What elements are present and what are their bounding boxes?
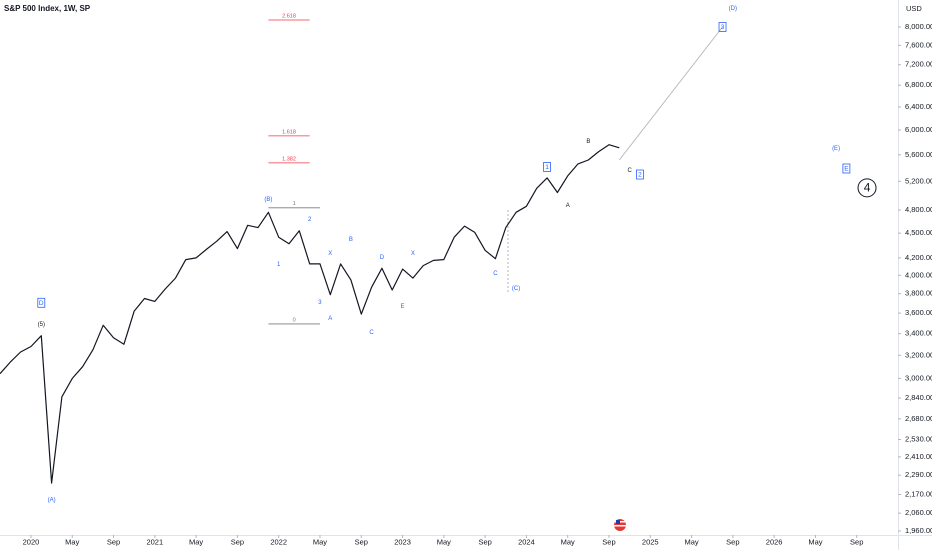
x-tick-label: Sep: [602, 537, 615, 546]
y-tick-label: 4,500.00: [905, 228, 932, 237]
y-tick-label: 4,800.00: [905, 205, 932, 214]
fib-label: 1.382: [282, 156, 296, 162]
wave-label: B: [586, 139, 590, 145]
x-tick-label: Sep: [850, 537, 863, 546]
y-tick-label: 2,680.00: [905, 414, 932, 423]
y-tick-label: 4,000.00: [905, 270, 932, 279]
y-tick-label: 3,400.00: [905, 329, 932, 338]
label-box: [543, 162, 551, 172]
wave-label: D: [380, 255, 385, 261]
wave-label: (E): [832, 146, 840, 152]
wave-label: E: [844, 166, 849, 173]
x-tick-label: Sep: [355, 537, 368, 546]
wave-label: (A): [48, 498, 56, 504]
y-tick-label: 1,960.00: [905, 526, 932, 535]
wave-label: 1: [277, 262, 281, 268]
y-tick-label: 3,200.00: [905, 350, 932, 359]
x-tick-label: 2022: [270, 537, 287, 546]
x-tick-label: May: [313, 537, 327, 546]
y-tick-label: 3,800.00: [905, 289, 932, 298]
x-tick-label: 2021: [146, 537, 163, 546]
price-line: [0, 144, 620, 484]
flag-icon: [614, 519, 626, 531]
y-tick-label: 7,200.00: [905, 60, 932, 69]
y-tick-label: 2,170.00: [905, 489, 932, 498]
wave-label: E: [401, 304, 405, 310]
chart-title: S&P 500 Index, 1W, SP: [4, 4, 91, 13]
y-tick-label: 3,600.00: [905, 308, 932, 317]
wave-label: D: [39, 300, 44, 307]
x-tick-label: Sep: [726, 537, 739, 546]
label-box: [37, 297, 46, 308]
fib-label: 1.618: [282, 129, 296, 135]
y-tick-label: 8,000.00: [905, 22, 932, 31]
x-tick-label: 2020: [23, 537, 40, 546]
wave-label: C: [493, 271, 498, 277]
wave-label: 4: [864, 180, 871, 194]
label-circle: [857, 178, 877, 198]
x-tick-label: 2025: [642, 537, 659, 546]
wave-label: C: [369, 330, 374, 336]
y-tick-label: 2,290.00: [905, 470, 932, 479]
y-tick-label: 7,600.00: [905, 40, 932, 49]
label-box: [842, 163, 851, 174]
y-tick-label: 5,600.00: [905, 150, 932, 159]
wave-label: (C): [512, 286, 520, 292]
x-tick-label: 2026: [766, 537, 783, 546]
fib-label: 0: [293, 317, 296, 323]
x-tick-label: Sep: [478, 537, 491, 546]
label-box: [636, 169, 644, 180]
fib-label: 1: [293, 201, 296, 207]
wave-label: 2: [638, 172, 642, 179]
wave-label: A: [328, 316, 332, 322]
y-tick-label: 6,400.00: [905, 102, 932, 111]
y-tick-label: 2,060.00: [905, 508, 932, 517]
x-tick-label: May: [561, 537, 575, 546]
wave-label: (5): [38, 322, 45, 328]
y-tick-label: 5,200.00: [905, 176, 932, 185]
y-tick-label: 4,200.00: [905, 253, 932, 262]
wave-label: A: [566, 203, 570, 209]
y-tick-label: 2,530.00: [905, 434, 932, 443]
wave-label: 3: [318, 300, 322, 306]
y-tick-label: 2,840.00: [905, 393, 932, 402]
x-tick-label: May: [684, 537, 698, 546]
x-tick-label: May: [437, 537, 451, 546]
label-box: [718, 22, 727, 32]
x-tick-label: May: [808, 537, 822, 546]
y-tick-label: 6,800.00: [905, 80, 932, 89]
x-tick-label: 2023: [394, 537, 411, 546]
y-tick-label: 6,000.00: [905, 125, 932, 134]
x-tick-label: Sep: [231, 537, 244, 546]
y-tick-label: 2,410.00: [905, 452, 932, 461]
projection-line: [618, 26, 723, 161]
wave-label: (D): [729, 6, 737, 12]
y-tick-label: 3,000.00: [905, 373, 932, 382]
wave-label: X: [328, 251, 332, 257]
wave-label: B: [349, 237, 353, 243]
wave-label: X: [411, 251, 415, 257]
wave-label: C: [627, 168, 632, 174]
wave-label: 1: [545, 164, 549, 171]
wave-label: 3: [721, 24, 725, 31]
x-tick-label: 2024: [518, 537, 535, 546]
fib-label: 2.618: [282, 13, 296, 19]
x-tick-label: Sep: [107, 537, 120, 546]
x-tick-label: May: [65, 537, 79, 546]
wave-label: 2: [308, 217, 312, 223]
currency-label: USD: [906, 4, 922, 13]
wave-label: (B): [264, 197, 272, 203]
x-tick-label: May: [189, 537, 203, 546]
